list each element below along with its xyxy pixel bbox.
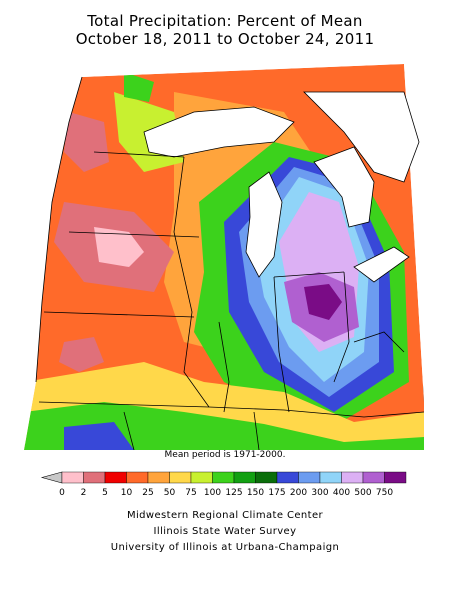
region-red-north: [64, 112, 109, 172]
great-lakes: [143, 91, 420, 283]
region-pink-west-1: [94, 227, 144, 267]
legend-label-750: 750: [376, 488, 393, 498]
legend-label-50: 50: [164, 488, 176, 498]
credit-line-1: Midwestern Regional Climate Center: [126, 510, 324, 521]
legend-label-175: 175: [268, 488, 285, 498]
legend-swatch-150: [255, 471, 278, 484]
legend-swatch-25: [147, 471, 170, 484]
map-title-line-1: Total Precipitation: Percent of Mean: [87, 12, 363, 30]
region-darkpurple: [304, 284, 342, 320]
legend-swatch-50: [169, 471, 192, 484]
canada-land: [303, 91, 420, 183]
legend-label-25: 25: [142, 488, 153, 498]
legend-label-125: 125: [225, 488, 242, 498]
legend-swatch-100: [212, 471, 235, 484]
legend-label-150: 150: [247, 488, 264, 498]
credit-line-3: University of Illinois at Urbana-Champai…: [110, 542, 340, 553]
region-green-north: [124, 72, 154, 102]
mean-period-note: Mean period is 1971-2000.: [164, 450, 286, 460]
legend-label-200: 200: [290, 488, 307, 498]
region-red-west-2: [59, 337, 104, 372]
legend-swatch-300: [319, 471, 342, 484]
legend-label-2: 2: [81, 488, 87, 498]
lake-huron: [313, 146, 375, 228]
legend-swatch-75: [190, 471, 213, 484]
legend-swatch-2: [83, 471, 106, 484]
legend-boxes: [40, 471, 407, 484]
precipitation-map: [24, 52, 424, 450]
legend-label-5: 5: [102, 488, 108, 498]
lake-superior: [143, 106, 295, 158]
legend-swatch-125: [233, 471, 256, 484]
credit-line-2: Illinois State Water Survey: [153, 526, 297, 537]
legend-swatch-10: [126, 471, 149, 484]
legend-swatch-0: [61, 471, 84, 484]
legend-lower-arrow: [40, 471, 63, 484]
legend-label-75: 75: [185, 488, 196, 498]
legend-label-500: 500: [354, 488, 371, 498]
legend-swatch-400: [341, 471, 364, 484]
legend-swatch-5: [104, 471, 127, 484]
legend-swatch-200: [298, 471, 321, 484]
legend-swatch-500: [362, 471, 385, 484]
legend-label-300: 300: [311, 488, 328, 498]
legend-labels: 0 2 5 10 25 50 75 100 125 150 175 200 300 400 500 750: [59, 488, 393, 498]
map-title-line-2: October 18, 2011 to October 24, 2011: [75, 30, 375, 48]
region-south-blue: [64, 422, 134, 450]
legend-label-100: 100: [204, 488, 221, 498]
state-boundaries: [35, 76, 424, 450]
legend-swatch-175: [276, 471, 299, 484]
outside-domain-mask: [24, 52, 424, 450]
legend-label-400: 400: [333, 488, 350, 498]
legend-swatch-750: [384, 471, 407, 484]
legend-label-0: 0: [59, 488, 65, 498]
legend-label-10: 10: [121, 488, 133, 498]
lake-erie: [353, 246, 410, 283]
color-legend: 0 2 5 10 25 50 75 100 125 150 175 200 300 400 500 750: [40, 471, 407, 498]
lake-michigan: [245, 171, 283, 278]
